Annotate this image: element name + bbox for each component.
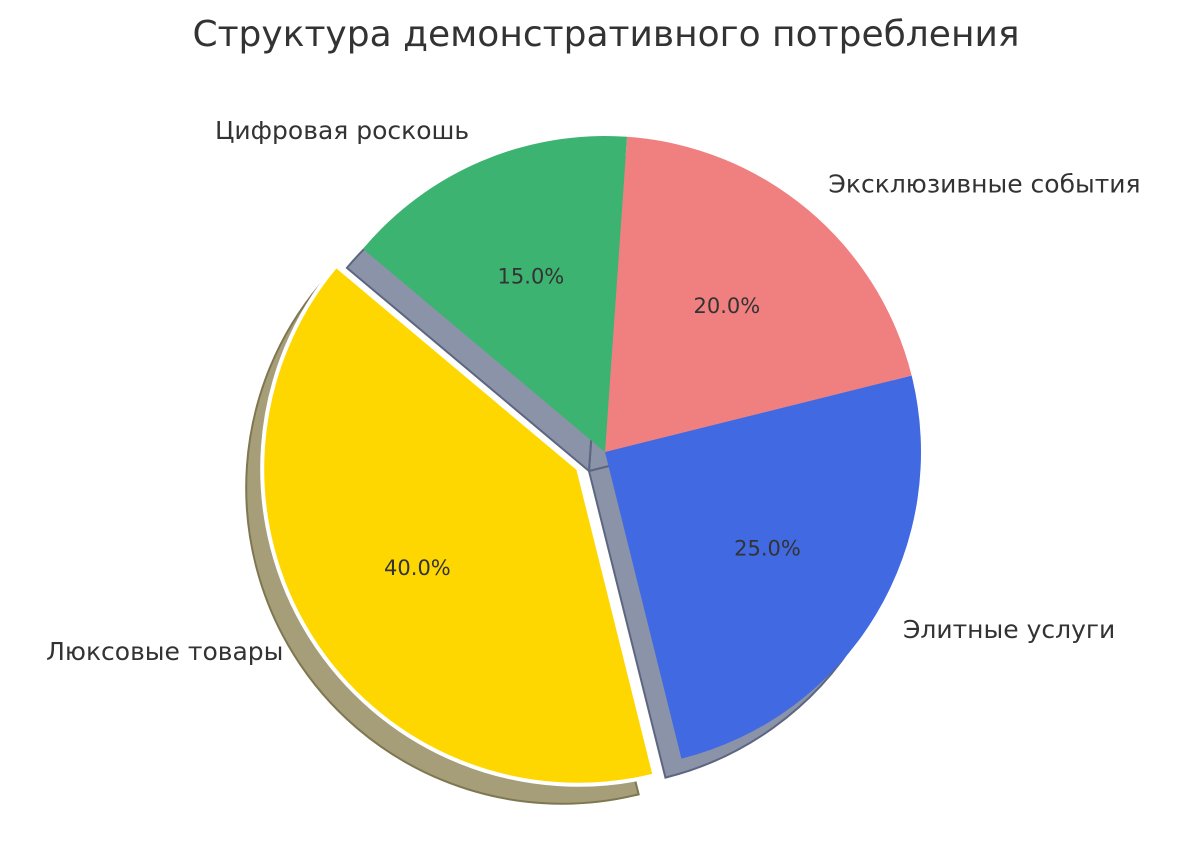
- slice-эксклюзивные-события: [605, 136, 912, 452]
- slice-цифровая-роскошь-label: Цифровая роскошь: [215, 116, 469, 145]
- slice-люксовые-товары-percent-label: 40.0%: [384, 556, 451, 580]
- slice-элитные-услуги-percent-label: 25.0%: [734, 537, 801, 561]
- slice-эксклюзивные-события-label: Эксклюзивные события: [828, 170, 1140, 199]
- slice-эксклюзивные-события-percent-label: 20.0%: [694, 294, 761, 318]
- slice-цифровая-роскошь: [362, 135, 628, 452]
- slice-люксовые-товары: [260, 262, 658, 787]
- chart-title: Структура демонстративного потребления: [192, 14, 1019, 55]
- slices: [260, 135, 922, 787]
- slice-элитные-услуги: [605, 375, 922, 759]
- slice-элитные-услуги-label: Элитные услуги: [903, 615, 1115, 644]
- slice-цифровая-роскошь-percent-label: 15.0%: [498, 264, 565, 288]
- labels: Люксовые товары 40.0% Элитные услуги 25.0% Э…: [46, 116, 1140, 666]
- slice-люксовые-товары-label: Люксовые товары: [46, 637, 283, 666]
